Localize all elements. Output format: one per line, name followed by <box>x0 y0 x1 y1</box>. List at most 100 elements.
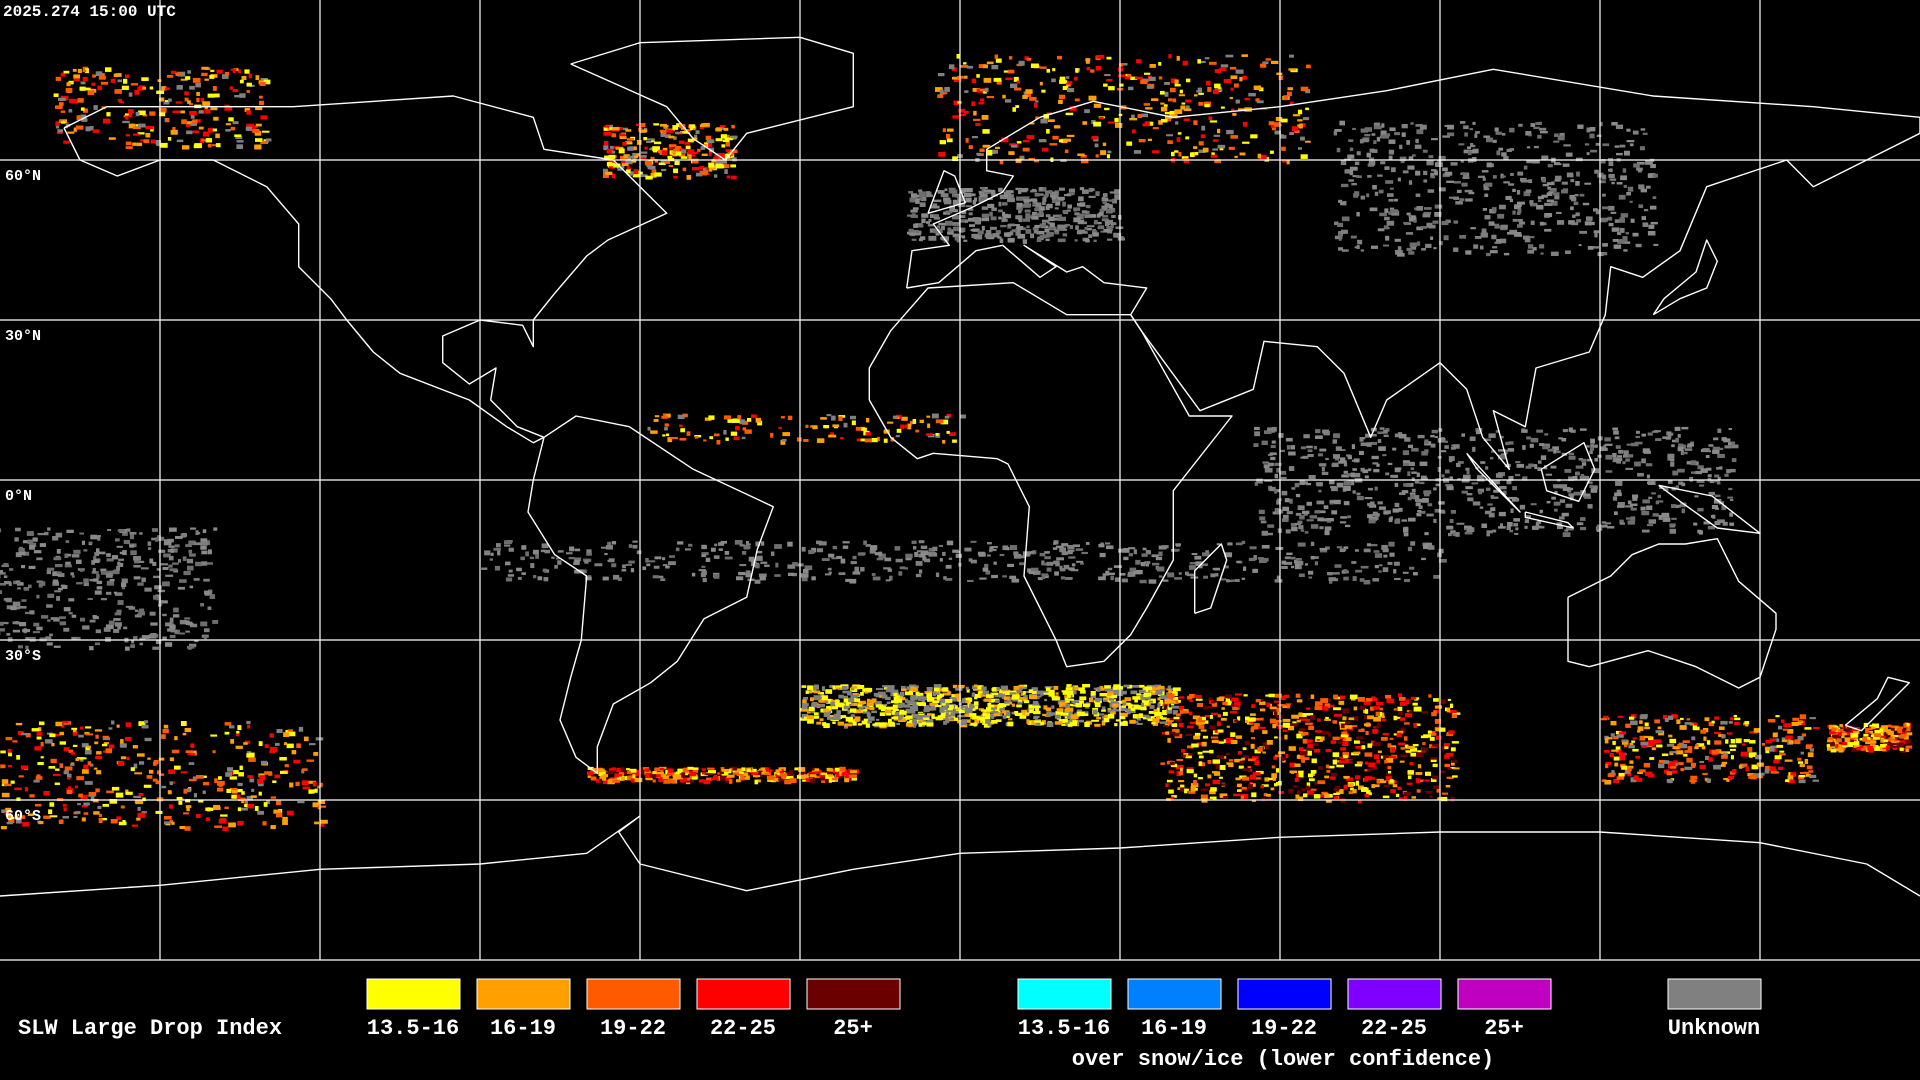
slw-pixel <box>33 622 40 627</box>
slw-pixel <box>108 727 113 730</box>
slw-pixel <box>1012 697 1018 702</box>
slw-pixel <box>590 769 598 774</box>
slw-pixel <box>106 553 111 557</box>
slw-pixel <box>608 558 615 563</box>
slw-pixel <box>76 757 84 760</box>
slw-pixel <box>667 771 675 775</box>
slw-pixel <box>1092 230 1098 235</box>
slw-pixel <box>1136 59 1141 64</box>
slw-pixel <box>38 583 43 588</box>
slw-pixel <box>1142 714 1149 720</box>
slw-pixel <box>1193 735 1200 740</box>
slw-pixel <box>753 775 761 778</box>
slw-pixel <box>1687 443 1693 447</box>
slw-pixel <box>212 620 219 624</box>
slw-pixel <box>1059 187 1065 191</box>
slw-pixel <box>1178 696 1185 699</box>
slw-pixel <box>1172 710 1179 715</box>
slw-pixel <box>1642 499 1650 504</box>
slw-pixel <box>1009 575 1017 579</box>
slw-pixel <box>828 716 835 720</box>
slw-pixel <box>914 229 919 235</box>
slw-pixel <box>974 197 978 202</box>
slw-pixel <box>1218 741 1224 744</box>
slw-pixel <box>1417 764 1422 769</box>
slw-pixel <box>1283 514 1289 520</box>
slw-pixel <box>153 575 160 579</box>
slw-pixel <box>950 717 955 721</box>
slw-pixel <box>692 767 699 770</box>
slw-pixel <box>55 721 63 727</box>
slw-pixel <box>1178 152 1182 157</box>
slw-pixel <box>196 814 201 819</box>
slw-pixel <box>1329 765 1335 769</box>
slw-pixel <box>1129 710 1136 714</box>
slw-pixel <box>187 753 196 756</box>
slw-pixel <box>1088 234 1093 239</box>
slw-pixel <box>224 731 230 735</box>
slw-pixel <box>1062 201 1066 207</box>
slw-pixel <box>1435 727 1443 732</box>
slw-pixel <box>871 698 877 702</box>
slw-pixel <box>984 690 990 696</box>
slw-pixel <box>840 715 847 719</box>
slw-pixel <box>594 563 603 567</box>
slw-pixel <box>1240 788 1248 792</box>
slw-pixel <box>1690 460 1697 466</box>
slw-pixel <box>234 794 241 799</box>
slw-pixel <box>1472 501 1481 506</box>
slw-pixel <box>1267 797 1271 801</box>
slw-pixel <box>958 686 965 689</box>
slw-pixel <box>39 721 45 726</box>
slw-pixel <box>71 636 79 640</box>
slw-pixel <box>1186 769 1194 774</box>
slw-pixel <box>757 555 763 558</box>
slw-pixel <box>70 752 75 755</box>
slw-pixel <box>1198 92 1204 95</box>
slw-pixel <box>1412 495 1420 500</box>
slw-pixel <box>724 134 730 140</box>
slw-pixel <box>1397 693 1402 698</box>
slw-pixel <box>169 624 176 629</box>
slw-pixel <box>1055 200 1061 206</box>
slw-pixel <box>138 611 146 616</box>
slw-pixel <box>1122 708 1130 712</box>
slw-pixel <box>182 732 187 736</box>
slw-pixel <box>1581 458 1587 462</box>
slw-pixel <box>669 555 675 558</box>
slw-pixel <box>493 547 501 551</box>
slw-pixel <box>1034 207 1041 212</box>
slw-pixel <box>1364 497 1373 500</box>
slw-pixel <box>1558 437 1563 440</box>
slw-pixel <box>714 154 721 159</box>
slw-pixel <box>995 719 1002 723</box>
slw-pixel <box>274 774 281 779</box>
slw-pixel <box>1016 202 1023 207</box>
slw-pixel <box>117 761 125 766</box>
slw-pixel <box>1298 573 1305 578</box>
slw-pixel <box>1626 443 1634 446</box>
slw-pixel <box>125 605 134 608</box>
slw-pixel <box>1216 721 1221 727</box>
slw-pixel <box>1024 56 1029 60</box>
slw-pixel <box>1528 463 1534 468</box>
slw-pixel <box>1341 723 1347 729</box>
slw-pixel <box>614 775 619 778</box>
slw-pixel <box>1043 705 1048 710</box>
slw-pixel <box>1244 97 1250 101</box>
slw-pixel <box>1251 737 1255 740</box>
slw-pixel <box>1310 541 1315 547</box>
slw-pixel <box>5 737 13 741</box>
slw-pixel <box>963 62 967 65</box>
slw-pixel <box>43 815 51 819</box>
slw-pixel <box>1041 89 1046 93</box>
slw-pixel <box>1053 217 1061 221</box>
slw-pixel <box>1625 517 1633 520</box>
slw-pixel <box>1002 202 1008 206</box>
slw-pixel <box>934 690 939 693</box>
slw-pixel <box>1343 576 1349 581</box>
slw-pixel <box>1286 445 1291 450</box>
slw-pixel <box>1398 711 1403 715</box>
slw-pixel <box>1264 467 1273 473</box>
slw-pixel <box>1537 460 1542 464</box>
